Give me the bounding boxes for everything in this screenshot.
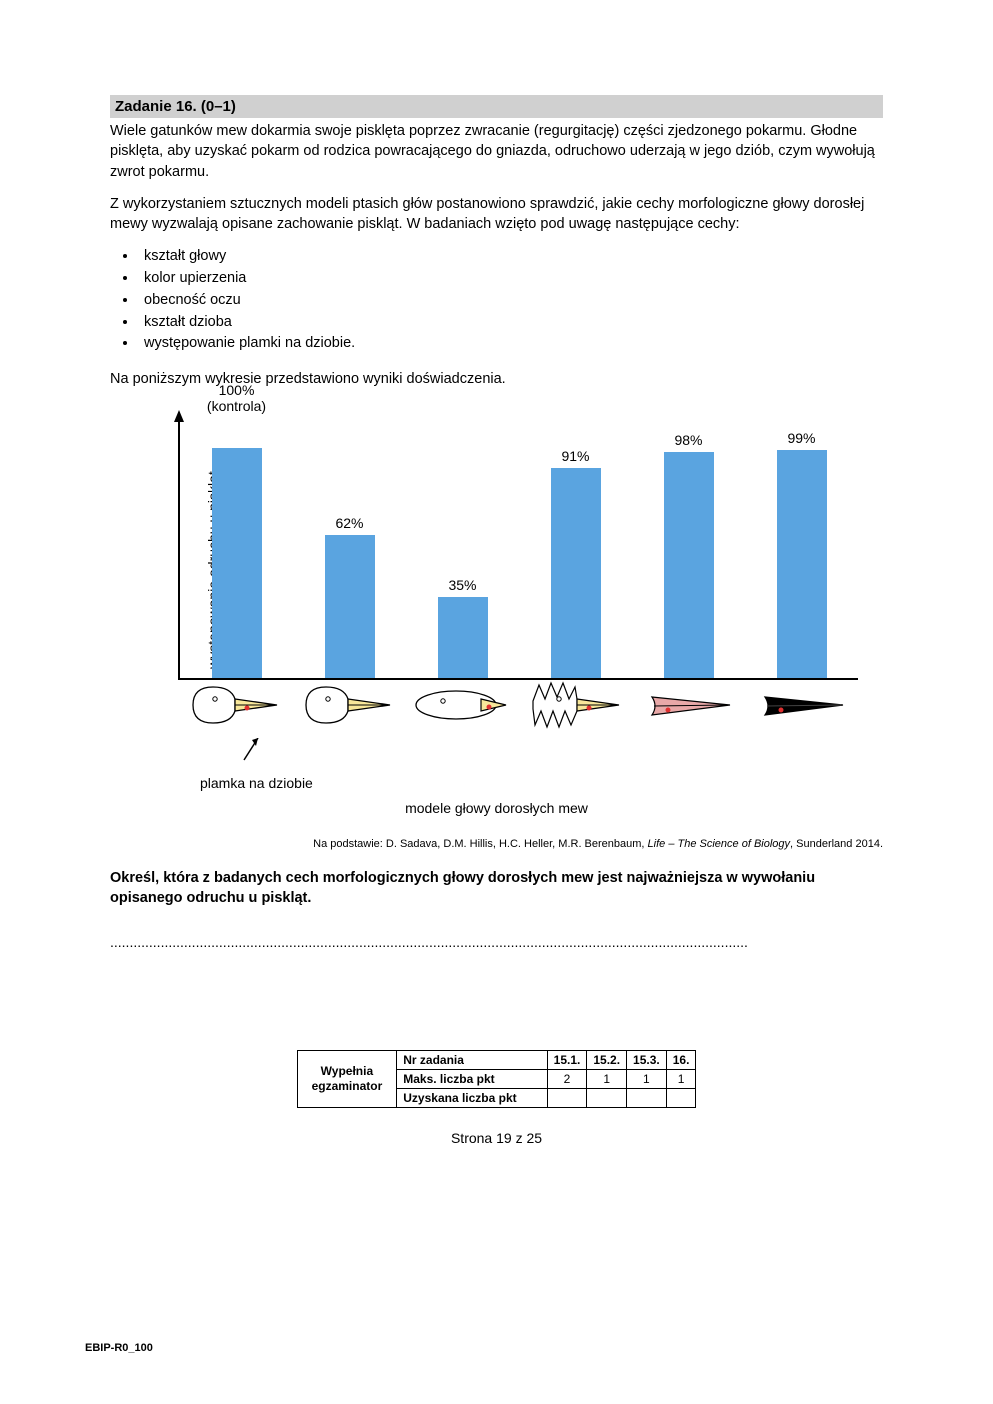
- score-cell[interactable]: [666, 1089, 696, 1108]
- list-item: kształt dzioba: [138, 312, 883, 334]
- col-header: 15.1.: [547, 1051, 587, 1070]
- row-label-got: Uzyskana liczba pkt: [397, 1089, 547, 1108]
- x-axis-heads: [178, 676, 858, 736]
- bar-value-label: 62%: [335, 515, 363, 531]
- head-model-icon: [405, 676, 518, 736]
- bar-slot: 99%: [745, 420, 858, 678]
- bar: [212, 448, 262, 678]
- bar-value-label: 35%: [448, 577, 476, 593]
- bar: [438, 597, 488, 678]
- question-prompt: Określ, która z badanych cech morfologic…: [110, 868, 883, 909]
- list-item: kształt głowy: [138, 246, 883, 268]
- footer-code: EBIP-R0_100: [85, 1342, 153, 1354]
- chart-caption: modele głowy dorosłych mew: [110, 800, 883, 816]
- head-model-icon: [291, 676, 404, 736]
- head-model-icon: [631, 676, 744, 736]
- score-cell[interactable]: [627, 1089, 667, 1108]
- score-cell[interactable]: [587, 1089, 627, 1108]
- col-header: 16.: [666, 1051, 696, 1070]
- bar-value-label: 99%: [787, 430, 815, 446]
- head-model-icon: [518, 676, 631, 736]
- feature-list: kształt głowy kolor upierzenia obecność …: [110, 246, 883, 355]
- max-cell: 1: [666, 1070, 696, 1089]
- intro-para-1: Wiele gatunków mew dokarmia swoje pisklę…: [110, 121, 883, 182]
- bar: [664, 452, 714, 677]
- col-header: 15.2.: [587, 1051, 627, 1070]
- bar: [325, 535, 375, 678]
- control-label: 100%(kontrola): [207, 382, 266, 444]
- spot-label: plamka na dziobie: [200, 775, 313, 791]
- scoring-side-label: Wypełniaegzaminator: [297, 1051, 397, 1108]
- source-citation: Na podstawie: D. Sadava, D.M. Hillis, H.…: [110, 838, 883, 850]
- bar-slot: 100%(kontrola): [180, 420, 293, 678]
- row-label-max: Maks. liczba pkt: [397, 1070, 547, 1089]
- bar-slot: 62%: [293, 420, 406, 678]
- answer-line[interactable]: ........................................…: [110, 934, 883, 950]
- intro-para-2: Z wykorzystaniem sztucznych modeli ptasi…: [110, 194, 883, 235]
- task-header: Zadanie 16. (0–1): [110, 95, 883, 118]
- bar-chart: występowanie odruchu u piskląt[% w stosu…: [130, 420, 870, 720]
- bar-value-label: 98%: [674, 432, 702, 448]
- page-number: Strona 19 z 25: [110, 1130, 883, 1146]
- chart-axes: 100%(kontrola) 62% 35% 91% 98% 99%: [178, 420, 858, 680]
- head-model-icon: [178, 676, 291, 736]
- col-header: 15.3.: [627, 1051, 667, 1070]
- bar: [777, 450, 827, 678]
- row-label-nr: Nr zadania: [397, 1051, 547, 1070]
- scoring-table: Wypełniaegzaminator Nr zadania 15.1. 15.…: [297, 1050, 697, 1108]
- list-item: kolor upierzenia: [138, 268, 883, 290]
- bar: [551, 468, 601, 677]
- bar-value-label: 91%: [561, 448, 589, 464]
- bar-slot: 91%: [519, 420, 632, 678]
- head-model-icon: [745, 676, 858, 736]
- max-cell: 1: [587, 1070, 627, 1089]
- spot-arrow-icon: [240, 738, 262, 772]
- max-cell: 2: [547, 1070, 587, 1089]
- score-cell[interactable]: [547, 1089, 587, 1108]
- bar-slot: 98%: [632, 420, 745, 678]
- list-item: występowanie plamki na dziobie.: [138, 333, 883, 355]
- list-item: obecność oczu: [138, 290, 883, 312]
- max-cell: 1: [627, 1070, 667, 1089]
- bar-slot: 35%: [406, 420, 519, 678]
